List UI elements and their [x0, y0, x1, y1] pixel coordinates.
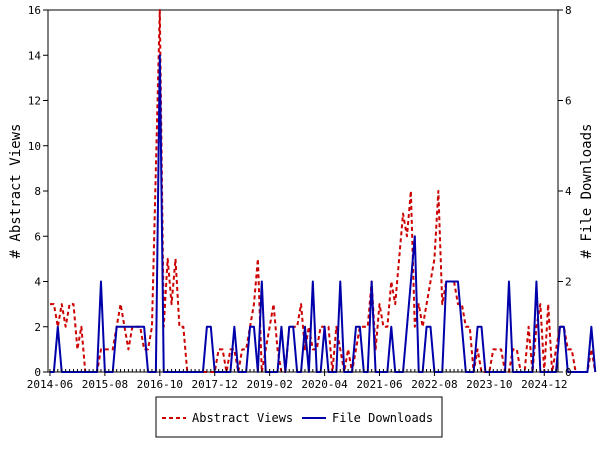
y-tick-label: 0 — [34, 366, 41, 379]
y2-tick-label: 6 — [565, 95, 572, 108]
series-line-file-downloads — [49, 54, 597, 373]
y-axis-right: 0 2 4 6 8 — [558, 4, 572, 379]
y-tick-label: 2 — [34, 321, 41, 334]
x-axis: 2014-06 2015-08 2016-10 2017-12 2019-02 2020-… — [27, 369, 567, 391]
x-tick-label: 2024-12 — [521, 378, 567, 391]
x-tick-label: 2021-06 — [356, 378, 402, 391]
y2-tick-label: 2 — [565, 276, 572, 289]
y-tick-label: 6 — [34, 230, 41, 243]
y-axis-left: 0 2 4 6 8 10 12 14 16 — [28, 4, 48, 379]
y-tick-label: 8 — [34, 185, 41, 198]
x-tick-label: 2019-02 — [246, 378, 292, 391]
y2-tick-label: 0 — [565, 366, 572, 379]
legend-label-file-downloads: File Downloads — [332, 411, 433, 425]
series-line-abstract-views — [49, 9, 597, 373]
series-layer — [49, 9, 597, 373]
x-tick-label: 2015-08 — [82, 378, 128, 391]
legend: Abstract Views File Downloads — [155, 396, 443, 438]
legend-label-abstract-views: Abstract Views — [192, 411, 293, 425]
y-tick-label: 14 — [28, 49, 42, 62]
y2-tick-label: 8 — [565, 4, 572, 17]
y2-axis-title: # File Downloads — [579, 124, 595, 259]
y-tick-label: 16 — [28, 4, 41, 17]
y2-tick-label: 4 — [565, 185, 572, 198]
x-tick-label: 2022-08 — [411, 378, 457, 391]
plot-area — [47, 9, 559, 373]
y-tick-label: 10 — [28, 140, 41, 153]
x-tick-label: 2016-10 — [137, 378, 183, 391]
x-tick-label: 2020-04 — [301, 378, 348, 391]
y-tick-label: 4 — [34, 276, 41, 289]
x-tick-label: 2017-12 — [192, 378, 238, 391]
y-axis-title: # Abstract Views — [8, 124, 24, 259]
x-tick-label: 2023-10 — [466, 378, 512, 391]
legend-box — [155, 396, 443, 438]
x-tick-label: 2014-06 — [27, 378, 73, 391]
y-tick-label: 12 — [28, 95, 41, 108]
